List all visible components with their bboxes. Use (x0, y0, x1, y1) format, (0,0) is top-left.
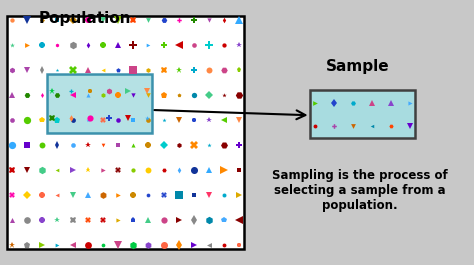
Text: Sampling is the process of
selecting a sample from a
population.: Sampling is the process of selecting a s… (273, 169, 448, 212)
FancyBboxPatch shape (7, 16, 244, 249)
FancyBboxPatch shape (47, 74, 152, 132)
Text: Sample: Sample (326, 59, 390, 74)
FancyBboxPatch shape (310, 90, 415, 138)
Text: Population: Population (39, 11, 132, 26)
